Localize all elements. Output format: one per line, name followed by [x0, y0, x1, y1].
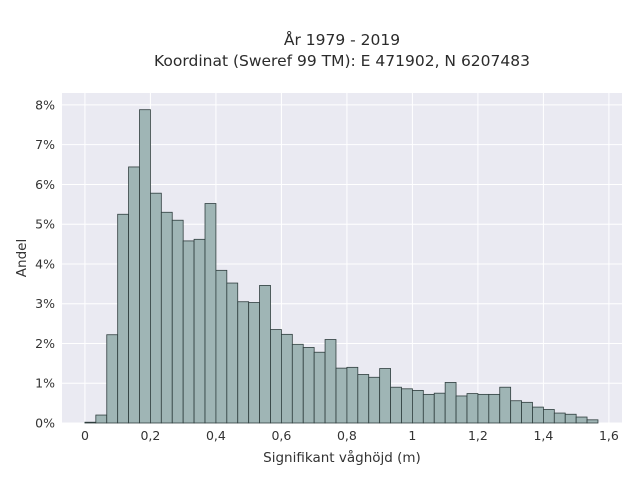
x-tick-label: 1,4 — [533, 428, 553, 443]
chart-subtitle: Koordinat (Sweref 99 TM): E 471902, N 62… — [154, 52, 530, 70]
y-tick-label: 6% — [35, 177, 55, 192]
histogram-bar — [466, 393, 479, 424]
histogram-bar — [543, 409, 555, 424]
x-tick-labels: 0 0,2 0,4 0,6 0,8 1 1,2 1,4 1,6 — [81, 428, 619, 443]
histogram-bar — [553, 412, 566, 424]
histogram-bar — [499, 386, 512, 424]
histogram-bar — [150, 192, 162, 424]
histogram-bar — [324, 339, 337, 424]
x-tick-label: 1,6 — [599, 428, 619, 443]
histogram-bar — [204, 203, 217, 424]
histogram-bar — [117, 213, 129, 424]
histogram-bar — [281, 333, 293, 424]
histogram-bar — [84, 421, 97, 424]
histogram-bar — [313, 351, 326, 424]
histogram-bar — [248, 302, 260, 424]
x-axis-label: Signifikant våghöjd (m) — [263, 449, 421, 466]
histogram-bar — [128, 166, 140, 424]
histogram-bar — [444, 382, 457, 424]
histogram-bar — [237, 301, 250, 424]
histogram-bar — [586, 419, 599, 424]
histogram-bar — [412, 389, 424, 424]
histogram-bar — [160, 211, 173, 424]
y-tick-label: 7% — [35, 137, 55, 152]
histogram-bar — [455, 395, 468, 424]
histogram-bar — [575, 416, 588, 424]
bars — [84, 109, 599, 424]
y-tick-label: 8% — [35, 97, 55, 112]
histogram-bar — [171, 219, 184, 424]
histogram-bar — [357, 374, 370, 424]
histogram-bar — [368, 376, 381, 424]
histogram-bar — [401, 388, 413, 424]
x-tick-label: 0 — [81, 428, 89, 443]
histogram-bar — [182, 240, 195, 424]
histogram-bar — [106, 334, 119, 424]
y-axis-label: Andel — [14, 239, 30, 277]
histogram-bar — [302, 347, 315, 424]
histogram-bar — [564, 413, 577, 424]
x-tick-label: 0,8 — [337, 428, 357, 443]
histogram-bar — [379, 368, 391, 424]
y-tick-label: 1% — [35, 376, 55, 391]
histogram-bar — [433, 392, 446, 424]
histogram-bar — [477, 393, 490, 424]
histogram-bar — [193, 238, 206, 424]
histogram-bar — [259, 285, 271, 424]
histogram-bar — [422, 393, 435, 424]
histogram-bar — [226, 282, 239, 424]
y-tick-label: 2% — [35, 336, 55, 351]
y-tick-label: 5% — [35, 217, 55, 232]
histogram-bar — [215, 269, 228, 424]
histogram-bar — [390, 386, 402, 424]
y-tick-labels: 0% 1% 2% 3% 4% 5% 6% 7% 8% — [35, 97, 55, 430]
x-tick-label: 1,2 — [468, 428, 488, 443]
x-tick-label: 1 — [408, 428, 416, 443]
histogram-bar — [95, 414, 108, 424]
y-tick-label: 3% — [35, 296, 55, 311]
histogram-bar — [521, 401, 533, 424]
histogram-bar — [291, 343, 304, 424]
x-tick-label: 0,2 — [140, 428, 160, 443]
histogram-bar — [335, 367, 348, 424]
chart-title: År 1979 - 2019 — [284, 30, 400, 49]
histogram-bar — [346, 366, 359, 424]
x-tick-label: 0,6 — [271, 428, 291, 443]
histogram-bar — [532, 406, 544, 424]
histogram-bar — [488, 393, 501, 424]
y-tick-label: 4% — [35, 256, 55, 271]
histogram-bar — [270, 329, 282, 424]
y-tick-label: 0% — [35, 416, 55, 431]
histogram-bar — [510, 400, 522, 424]
x-tick-label: 0,4 — [206, 428, 226, 443]
histogram-bar — [139, 109, 151, 424]
